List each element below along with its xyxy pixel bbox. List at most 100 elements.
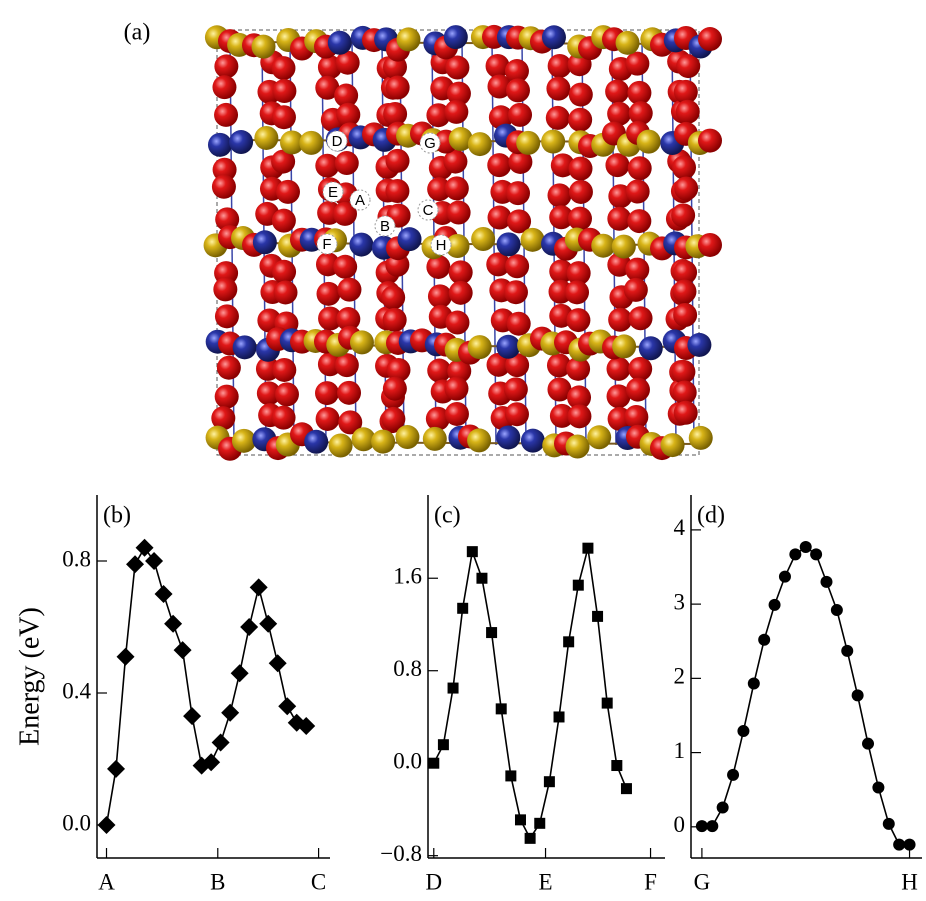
data-line <box>105 546 307 826</box>
y-tick-label: 1.6 <box>393 564 422 589</box>
oxygen-atom <box>547 377 572 402</box>
oxygen-atom <box>214 304 239 329</box>
metal-atom <box>229 130 254 155</box>
metal-atom <box>615 30 640 55</box>
data-point <box>799 540 812 553</box>
oxygen-atom <box>272 78 297 103</box>
oxygen-atom <box>448 280 473 305</box>
oxygen-atom <box>271 149 296 174</box>
oxygen-atom <box>567 385 592 410</box>
oxygen-atom <box>427 177 452 202</box>
oxygen-atom <box>447 359 472 384</box>
oxygen-atom <box>568 82 593 107</box>
data-point <box>495 703 507 715</box>
oxygen-atom <box>212 75 237 100</box>
data-point <box>230 664 249 683</box>
oxygen-atom <box>503 280 528 305</box>
oxygen-atom <box>625 51 650 76</box>
metal-atom <box>587 425 612 450</box>
oxygen-atom <box>568 156 593 181</box>
oxygen-atom <box>625 179 650 204</box>
oxygen-atom <box>337 277 362 302</box>
oxygen-atom <box>256 381 281 406</box>
oxygen-atom <box>271 105 296 130</box>
data-point <box>737 725 750 738</box>
oxygen-atom <box>315 381 340 406</box>
metal-atom <box>467 132 492 157</box>
oxygen-atom <box>628 306 653 331</box>
x-tick-label: E <box>539 869 553 894</box>
metal-atom <box>396 27 421 52</box>
oxygen-atom <box>485 54 510 79</box>
data-point <box>476 572 488 584</box>
oxygen-atom <box>698 27 722 52</box>
data-point <box>862 737 875 750</box>
metal-atom <box>351 427 376 452</box>
oxygen-atom <box>275 179 300 204</box>
y-axis-label: Energy (eV) <box>14 607 45 746</box>
data-point <box>778 570 791 583</box>
oxygen-atom <box>316 281 341 306</box>
data-point <box>126 555 145 574</box>
oxygen-atom <box>672 155 697 180</box>
metal-atom <box>660 433 685 458</box>
oxygen-atom <box>488 105 513 130</box>
data-point <box>727 768 740 781</box>
y-tick-label: 0.0 <box>62 810 91 835</box>
site-label: H <box>436 237 447 254</box>
metal-atom <box>541 25 566 50</box>
oxygen-atom <box>608 307 633 332</box>
site-marker <box>419 132 441 154</box>
oxygen-atom <box>444 376 469 401</box>
metal-atom <box>207 132 232 157</box>
metal-atom <box>252 230 277 255</box>
metal-atom <box>591 233 616 258</box>
metal-atom <box>349 330 374 355</box>
oxygen-atom <box>605 153 630 178</box>
oxygen-atom <box>272 259 297 284</box>
oxygen-atom <box>607 101 632 126</box>
oxygen-atom <box>443 149 468 174</box>
data-point <box>154 585 173 603</box>
metal-atom <box>371 429 396 454</box>
oxygen-atom <box>627 80 652 105</box>
x-tick-label: G <box>694 869 711 894</box>
oxygen-atom <box>505 353 530 378</box>
oxygen-atom <box>565 280 590 305</box>
oxygen-atom <box>336 102 361 127</box>
oxygen-atom <box>271 208 296 233</box>
oxygen-atom <box>628 101 653 126</box>
data-point <box>486 627 498 639</box>
site-label: D <box>332 133 343 150</box>
data-point <box>173 641 192 660</box>
oxygen-atom <box>444 401 469 426</box>
oxygen-atom <box>211 406 236 431</box>
y-tick-label: 0.0 <box>393 748 422 773</box>
metal-atom <box>231 428 256 453</box>
metal-atom <box>496 334 521 359</box>
site-marker <box>316 233 338 255</box>
oxygen-atom <box>606 356 631 381</box>
oxygen-atom <box>503 377 528 402</box>
oxygen-atom <box>444 176 469 201</box>
data-point <box>116 647 135 666</box>
oxygen-atom <box>445 310 470 335</box>
oxygen-atom <box>426 103 451 128</box>
metal-atom <box>395 425 420 450</box>
oxygen-atom <box>318 306 343 331</box>
oxygen-atom <box>487 74 512 99</box>
metal-atom <box>541 129 566 154</box>
oxygen-atom <box>445 55 470 80</box>
data-point <box>706 820 719 833</box>
data-point <box>534 817 546 829</box>
data-point <box>97 816 116 834</box>
metal-atom <box>443 25 468 50</box>
oxygen-atom <box>444 99 469 124</box>
y-tick-label: 0 <box>674 812 686 837</box>
oxygen-atom <box>566 308 591 333</box>
oxygen-atom <box>214 102 239 127</box>
x-tick-label: A <box>98 869 115 894</box>
oxygen-atom <box>382 376 407 401</box>
data-point <box>620 783 632 795</box>
metal-atom <box>304 429 329 454</box>
